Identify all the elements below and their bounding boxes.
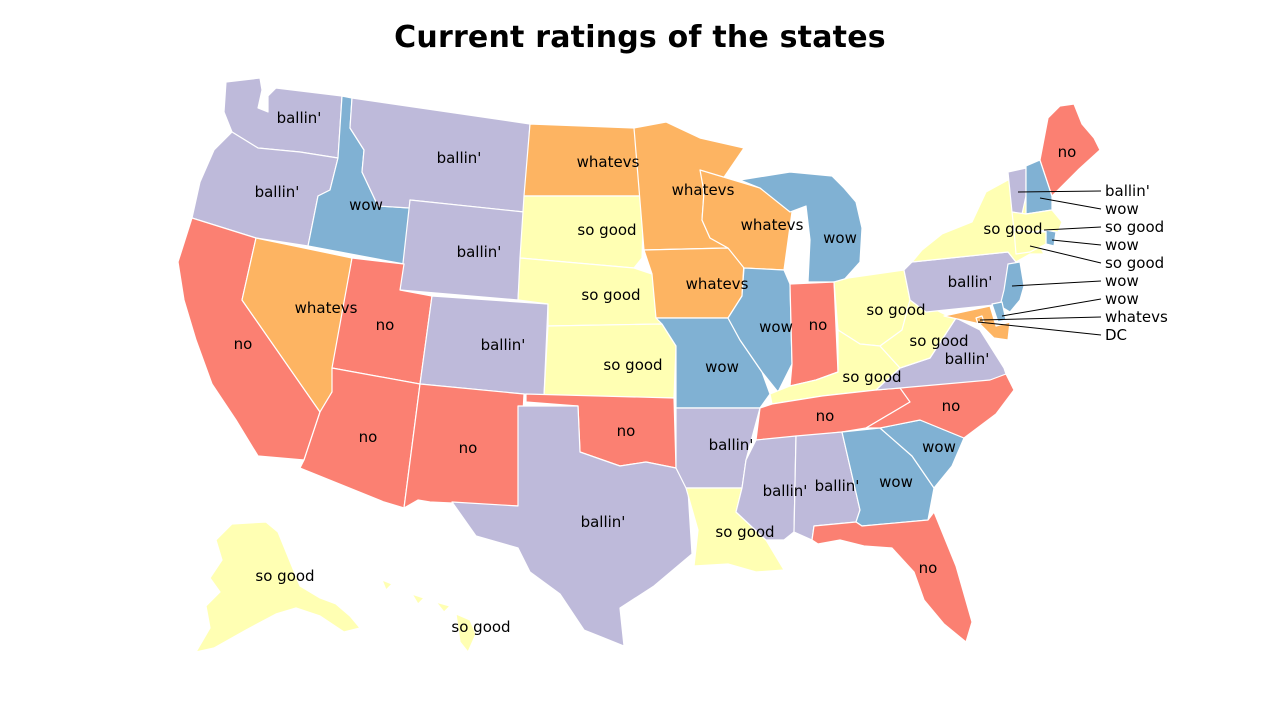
state-label-mt: ballin': [437, 149, 482, 167]
state-label-ms: ballin': [763, 482, 808, 500]
states-layer: [177, 77, 1101, 653]
callout-label-md: whatevs: [1105, 308, 1168, 326]
callout-label-ri: wow: [1105, 236, 1139, 254]
state-label-pa: ballin': [948, 273, 993, 291]
state-label-tn: no: [816, 407, 835, 425]
state-label-ny: so good: [983, 220, 1042, 238]
state-label-wy: ballin': [457, 243, 502, 261]
state-fl: [811, 511, 973, 643]
state-label-nd: whatevs: [577, 153, 640, 171]
state-nm: [403, 383, 525, 509]
state-label-sd: so good: [577, 221, 636, 239]
state-label-nm: no: [459, 439, 478, 457]
state-label-ks: so good: [603, 356, 662, 374]
state-label-la: so good: [715, 523, 774, 541]
state-in: [789, 281, 839, 387]
state-label-mn: whatevs: [672, 181, 735, 199]
callout-line-dc: [977, 321, 1102, 336]
state-label-tx: ballin': [581, 513, 626, 531]
state-label-al: ballin': [815, 477, 860, 495]
map-title: Current ratings of the states: [394, 20, 886, 55]
state-label-va: ballin': [945, 350, 990, 368]
state-label-ca: no: [234, 335, 253, 353]
state-ks: [543, 323, 677, 399]
state-label-ky: so good: [842, 368, 901, 386]
state-label-wv: so good: [909, 332, 968, 350]
callout-label-nj: wow: [1105, 272, 1139, 290]
state-label-ak: so good: [255, 567, 314, 585]
callout-line-nh: [1039, 197, 1102, 210]
state-mi: [739, 171, 863, 283]
callout-line-ct: [1029, 245, 1102, 264]
callout-line-de: [1001, 298, 1102, 317]
state-label-ia: whatevs: [686, 275, 749, 293]
callout-line-vt: [1017, 190, 1102, 193]
state-label-nc: no: [942, 397, 961, 415]
callout-label-ct: so good: [1105, 254, 1164, 272]
state-label-mo: wow: [705, 358, 739, 376]
state-hi: [381, 579, 477, 653]
state-label-hi: so good: [451, 618, 510, 636]
state-label-id: wow: [349, 196, 383, 214]
state-nj: [999, 261, 1025, 313]
state-label-oh: so good: [866, 301, 925, 319]
state-label-co: ballin': [481, 336, 526, 354]
state-label-in: no: [809, 316, 828, 334]
callout-label-vt: ballin': [1105, 182, 1150, 200]
callout-line-md: [979, 316, 1102, 321]
state-label-ok: no: [617, 422, 636, 440]
callout-label-ma: so good: [1105, 218, 1164, 236]
state-ri: [1045, 229, 1057, 247]
state-md: [943, 305, 1011, 341]
callout-label-de: wow: [1105, 290, 1139, 308]
state-label-nv: whatevs: [295, 299, 358, 317]
state-label-wi: whatevs: [741, 216, 804, 234]
state-label-il: wow: [759, 318, 793, 336]
callout-line-nj: [1011, 280, 1102, 287]
state-ak: [195, 521, 361, 653]
state-vt: [1007, 167, 1027, 215]
state-nc: [865, 373, 1015, 439]
state-label-mi: wow: [823, 229, 857, 247]
state-label-ar: ballin': [709, 436, 754, 454]
callout-line-ri: [1051, 239, 1102, 246]
state-label-or: ballin': [255, 183, 300, 201]
state-sd: [519, 195, 645, 269]
state-label-me: no: [1058, 143, 1077, 161]
state-il: [727, 267, 793, 393]
state-tx: [451, 405, 693, 647]
state-label-fl: no: [919, 559, 938, 577]
state-label-wa: ballin': [277, 109, 322, 127]
callout-line-ma: [1043, 226, 1102, 231]
state-label-sc: wow: [922, 438, 956, 456]
state-de: [991, 301, 1007, 323]
callout-label-dc: DC: [1105, 326, 1127, 344]
callout-label-nh: wow: [1105, 200, 1139, 218]
state-label-ga: wow: [879, 473, 913, 491]
state-label-ut: no: [376, 316, 395, 334]
state-label-ne: so good: [581, 286, 640, 304]
state-label-az: no: [359, 428, 378, 446]
labels-layer: ballin' ballin' wow ballin' ballin' no whatevs…: [234, 109, 1077, 636]
